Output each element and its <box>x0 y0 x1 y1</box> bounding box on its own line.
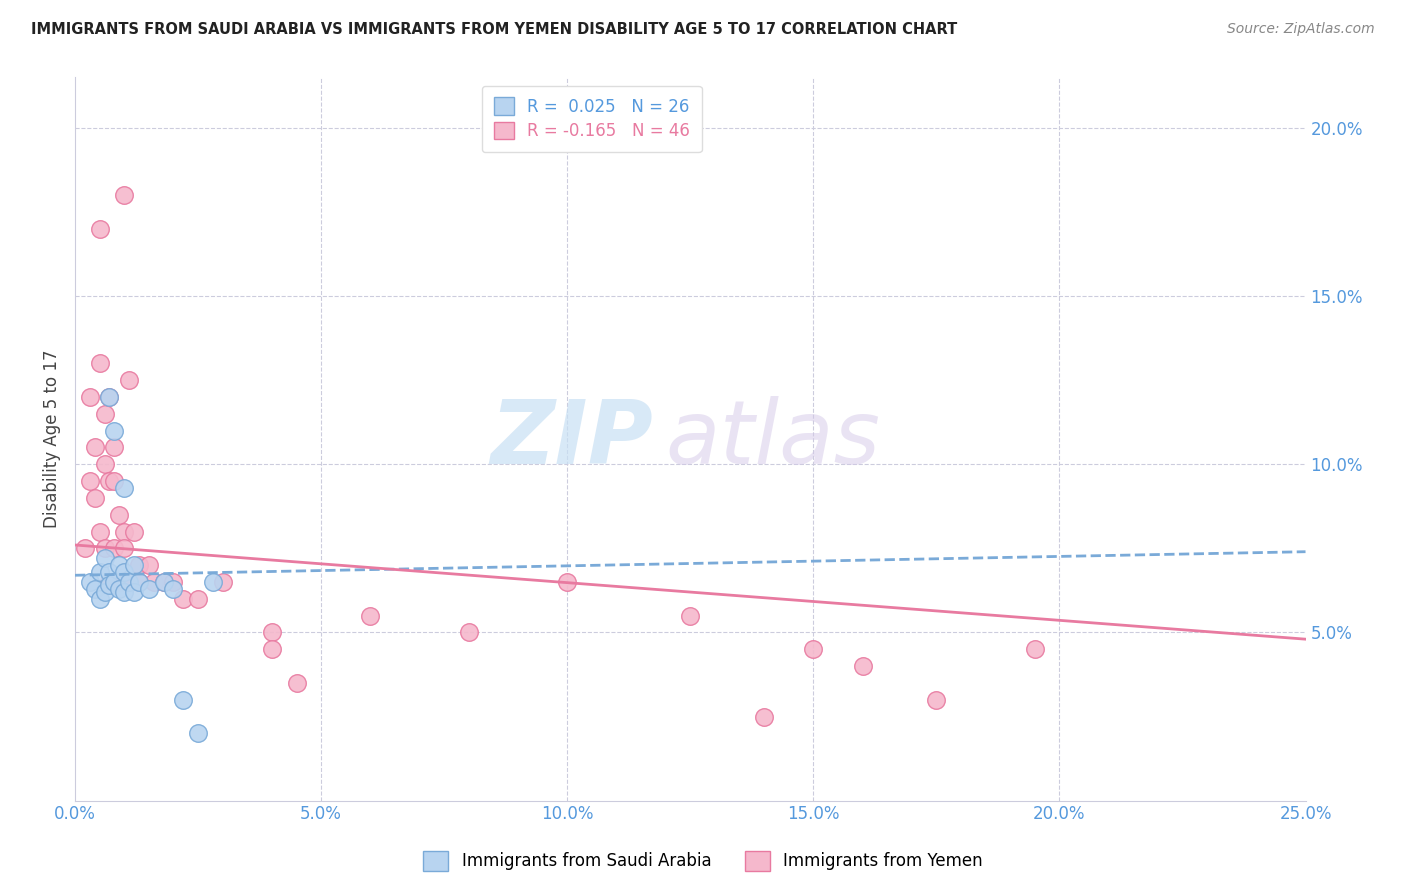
Point <box>103 574 125 589</box>
Point <box>679 608 702 623</box>
Point <box>112 574 135 589</box>
Point <box>98 390 121 404</box>
Point <box>122 558 145 573</box>
Point <box>172 692 194 706</box>
Point <box>103 541 125 556</box>
Point <box>79 390 101 404</box>
Point <box>112 481 135 495</box>
Point <box>112 541 135 556</box>
Point <box>172 591 194 606</box>
Legend: R =  0.025   N = 26, R = -0.165   N = 46: R = 0.025 N = 26, R = -0.165 N = 46 <box>482 86 702 153</box>
Point <box>103 474 125 488</box>
Point <box>79 474 101 488</box>
Point <box>142 574 165 589</box>
Point <box>260 625 283 640</box>
Point <box>93 457 115 471</box>
Point <box>138 558 160 573</box>
Point <box>457 625 479 640</box>
Point <box>93 407 115 421</box>
Point <box>128 558 150 573</box>
Point <box>98 578 121 592</box>
Point <box>108 574 131 589</box>
Point <box>108 582 131 596</box>
Point <box>752 709 775 723</box>
Point <box>89 222 111 236</box>
Point <box>187 726 209 740</box>
Point <box>89 591 111 606</box>
Point <box>108 508 131 522</box>
Point <box>108 558 131 573</box>
Point <box>201 574 224 589</box>
Point <box>138 582 160 596</box>
Point <box>103 441 125 455</box>
Point <box>162 582 184 596</box>
Point <box>187 591 209 606</box>
Point <box>555 574 578 589</box>
Point <box>1024 642 1046 657</box>
Point <box>93 585 115 599</box>
Point <box>93 541 115 556</box>
Point <box>359 608 381 623</box>
Y-axis label: Disability Age 5 to 17: Disability Age 5 to 17 <box>44 350 60 528</box>
Point <box>851 659 873 673</box>
Text: atlas: atlas <box>665 396 880 482</box>
Text: ZIP: ZIP <box>491 395 654 483</box>
Point <box>112 524 135 539</box>
Point <box>112 565 135 579</box>
Point <box>122 585 145 599</box>
Point <box>925 692 948 706</box>
Point <box>122 524 145 539</box>
Point <box>79 574 101 589</box>
Point <box>83 582 105 596</box>
Point <box>98 390 121 404</box>
Point <box>162 574 184 589</box>
Point <box>83 441 105 455</box>
Point <box>285 676 308 690</box>
Legend: Immigrants from Saudi Arabia, Immigrants from Yemen: Immigrants from Saudi Arabia, Immigrants… <box>415 842 991 880</box>
Point <box>98 474 121 488</box>
Point <box>128 574 150 589</box>
Point <box>103 424 125 438</box>
Point <box>152 574 174 589</box>
Point <box>211 574 233 589</box>
Point <box>112 188 135 202</box>
Point <box>260 642 283 657</box>
Point <box>73 541 96 556</box>
Point <box>801 642 824 657</box>
Point <box>152 574 174 589</box>
Text: Source: ZipAtlas.com: Source: ZipAtlas.com <box>1227 22 1375 37</box>
Point <box>128 574 150 589</box>
Point <box>112 585 135 599</box>
Text: IMMIGRANTS FROM SAUDI ARABIA VS IMMIGRANTS FROM YEMEN DISABILITY AGE 5 TO 17 COR: IMMIGRANTS FROM SAUDI ARABIA VS IMMIGRAN… <box>31 22 957 37</box>
Point <box>118 373 141 387</box>
Point <box>83 491 105 505</box>
Point <box>89 565 111 579</box>
Point <box>89 524 111 539</box>
Point <box>89 356 111 370</box>
Point <box>118 574 141 589</box>
Point <box>93 551 115 566</box>
Point <box>98 565 121 579</box>
Point <box>98 574 121 589</box>
